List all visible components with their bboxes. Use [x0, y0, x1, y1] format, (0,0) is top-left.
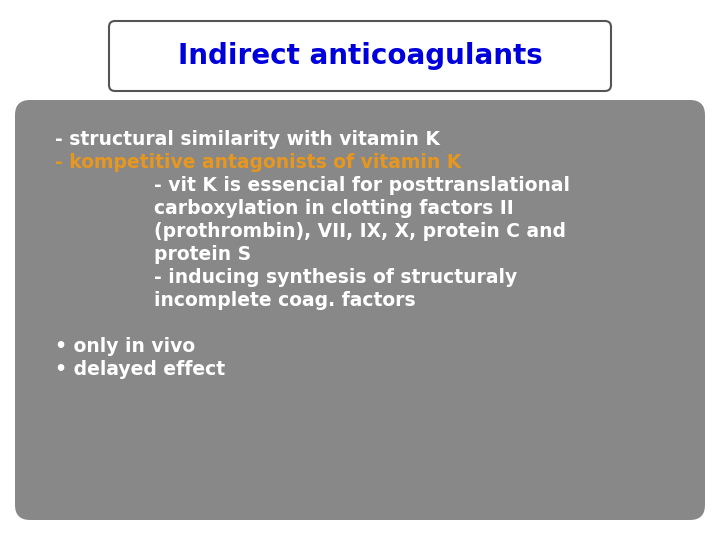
- FancyBboxPatch shape: [15, 100, 705, 520]
- Text: • delayed effect: • delayed effect: [55, 360, 225, 379]
- Text: - kompetitive antagonists of vitamin K: - kompetitive antagonists of vitamin K: [55, 153, 462, 172]
- Text: Indirect anticoagulants: Indirect anticoagulants: [178, 42, 542, 70]
- Text: - inducing synthesis of structuraly: - inducing synthesis of structuraly: [115, 268, 517, 287]
- Text: - structural similarity with vitamin K: - structural similarity with vitamin K: [55, 130, 440, 149]
- Text: incomplete coag. factors: incomplete coag. factors: [115, 291, 415, 310]
- Text: (prothrombin), VII, IX, X, protein C and: (prothrombin), VII, IX, X, protein C and: [115, 222, 566, 241]
- Text: protein S: protein S: [115, 245, 251, 264]
- Text: • only in vivo: • only in vivo: [55, 337, 195, 356]
- Text: carboxylation in clotting factors II: carboxylation in clotting factors II: [115, 199, 514, 218]
- Text: - vit K is essencial for posttranslational: - vit K is essencial for posttranslation…: [115, 176, 570, 195]
- FancyBboxPatch shape: [109, 21, 611, 91]
